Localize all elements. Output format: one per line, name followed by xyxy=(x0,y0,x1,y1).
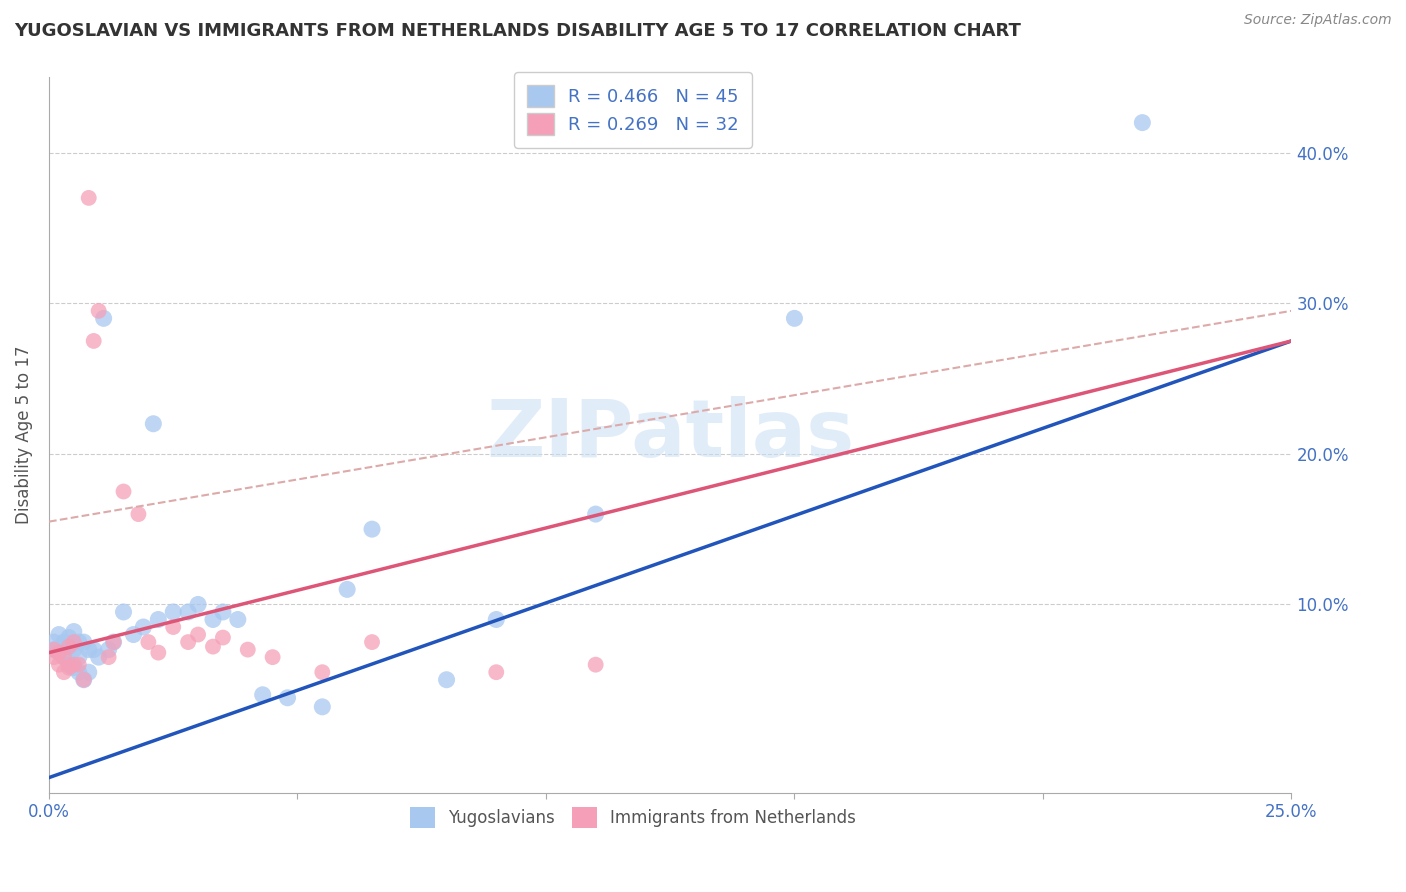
Point xyxy=(87,650,110,665)
Point xyxy=(73,673,96,687)
Point xyxy=(63,642,86,657)
Point xyxy=(52,665,75,680)
Point xyxy=(103,635,125,649)
Point xyxy=(48,646,70,660)
Point xyxy=(361,635,384,649)
Point xyxy=(177,605,200,619)
Point xyxy=(67,657,90,672)
Point xyxy=(201,613,224,627)
Point xyxy=(142,417,165,431)
Point xyxy=(187,598,209,612)
Point xyxy=(277,690,299,705)
Point xyxy=(48,627,70,641)
Point xyxy=(336,582,359,597)
Point xyxy=(48,657,70,672)
Point xyxy=(485,665,508,680)
Point xyxy=(83,334,105,348)
Point xyxy=(236,642,259,657)
Point xyxy=(201,640,224,654)
Y-axis label: Disability Age 5 to 17: Disability Age 5 to 17 xyxy=(15,346,32,524)
Point xyxy=(42,642,65,657)
Point xyxy=(67,665,90,680)
Point xyxy=(311,699,333,714)
Point xyxy=(48,646,70,660)
Point xyxy=(585,657,607,672)
Point xyxy=(783,311,806,326)
Point xyxy=(212,631,235,645)
Point xyxy=(122,627,145,641)
Point xyxy=(112,484,135,499)
Point xyxy=(42,650,65,665)
Point xyxy=(97,650,120,665)
Point xyxy=(77,665,100,680)
Point xyxy=(93,311,115,326)
Point xyxy=(83,642,105,657)
Point xyxy=(103,635,125,649)
Point xyxy=(63,657,86,672)
Point xyxy=(148,613,170,627)
Text: YUGOSLAVIAN VS IMMIGRANTS FROM NETHERLANDS DISABILITY AGE 5 TO 17 CORRELATION CH: YUGOSLAVIAN VS IMMIGRANTS FROM NETHERLAN… xyxy=(14,22,1021,40)
Point xyxy=(67,635,90,649)
Point xyxy=(58,661,80,675)
Point xyxy=(187,627,209,641)
Point xyxy=(58,640,80,654)
Point xyxy=(58,657,80,672)
Point xyxy=(52,635,75,649)
Point xyxy=(63,635,86,649)
Point xyxy=(1130,115,1153,129)
Point xyxy=(311,665,333,680)
Point xyxy=(42,642,65,657)
Point xyxy=(252,688,274,702)
Point xyxy=(162,620,184,634)
Point xyxy=(262,650,284,665)
Point xyxy=(73,635,96,649)
Point xyxy=(162,605,184,619)
Point xyxy=(361,522,384,536)
Point xyxy=(77,191,100,205)
Point xyxy=(585,507,607,521)
Point xyxy=(52,650,75,665)
Point xyxy=(132,620,155,634)
Point xyxy=(58,631,80,645)
Point xyxy=(63,624,86,639)
Point xyxy=(58,640,80,654)
Point xyxy=(52,650,75,665)
Point xyxy=(77,642,100,657)
Point xyxy=(226,613,249,627)
Legend: Yugoslavians, Immigrants from Netherlands: Yugoslavians, Immigrants from Netherland… xyxy=(404,801,863,834)
Point xyxy=(67,650,90,665)
Point xyxy=(112,605,135,619)
Point xyxy=(127,507,149,521)
Point xyxy=(436,673,458,687)
Point xyxy=(42,635,65,649)
Point xyxy=(177,635,200,649)
Point xyxy=(73,673,96,687)
Text: ZIPatlas: ZIPatlas xyxy=(486,396,855,474)
Point xyxy=(148,646,170,660)
Point xyxy=(212,605,235,619)
Point xyxy=(97,642,120,657)
Point xyxy=(63,661,86,675)
Point xyxy=(138,635,160,649)
Point xyxy=(87,303,110,318)
Point xyxy=(485,613,508,627)
Text: Source: ZipAtlas.com: Source: ZipAtlas.com xyxy=(1244,13,1392,28)
